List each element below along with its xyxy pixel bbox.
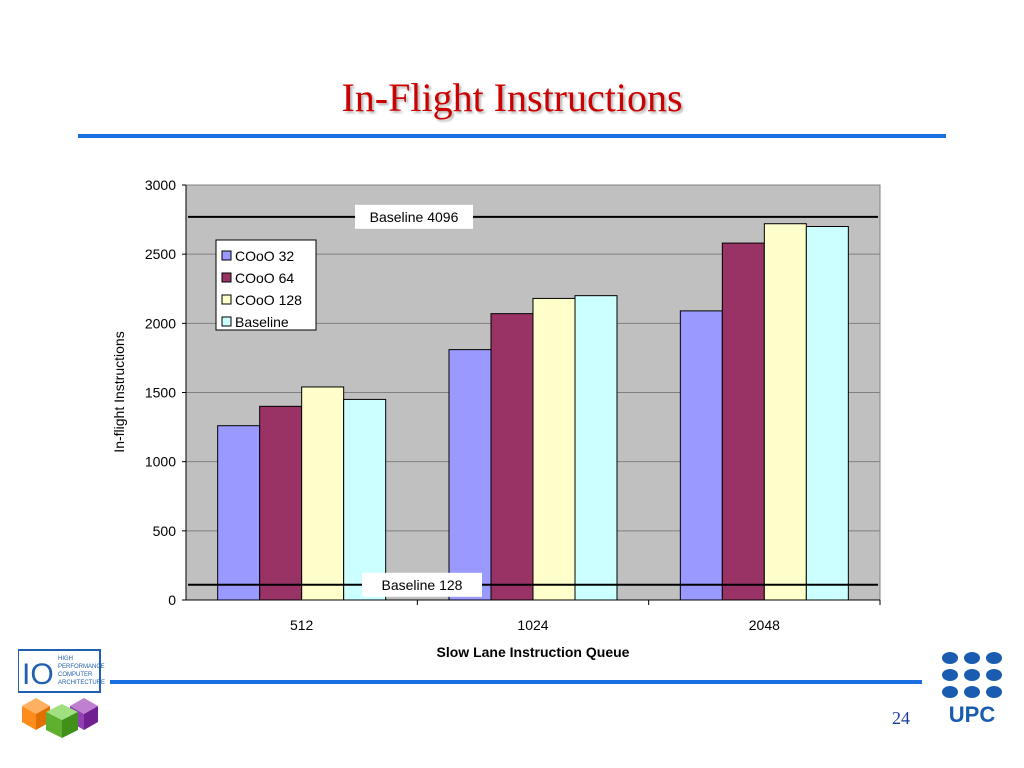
hpc-line-3: COMPUTER [58,672,93,678]
legend-box [215,239,317,331]
x-tick-label: 2048 [749,617,780,633]
x-tick-label: 1024 [517,617,548,633]
y-axis-label: In-flight Instructions [111,331,127,452]
upc-wordmark: UPC [949,702,996,726]
y-tick-label: 2500 [145,246,176,262]
reference-label-box [355,204,473,229]
y-tick-label: 3000 [145,177,176,193]
bar [532,297,576,601]
y-tick-label: 0 [168,592,176,608]
slide-title: In-Flight Instructions [341,75,683,120]
hpc-line-4: ARCHITECTURE [58,680,105,686]
reference-line-label: Baseline 128 [382,577,463,593]
bar [679,310,723,601]
x-tick-label: 512 [290,617,314,633]
reference-label-box [362,572,482,597]
hpc-line-2: PERFORMANCE [58,664,105,670]
legend-label: Baseline [235,314,289,330]
hpc-architecture-logo: IO HIGH PERFORMANCE COMPUTER ARCHITECTUR… [18,649,105,738]
legend-label: COoO 128 [235,292,302,308]
footer-divider [110,680,922,684]
bar [301,386,345,601]
reference-line-label: Baseline 4096 [370,209,459,225]
bar [448,349,492,601]
y-tick-label: 500 [153,523,177,539]
hpc-mark: IO [22,658,54,691]
bar [574,295,618,601]
y-tick-label: 1000 [145,454,176,470]
x-axis-label: Slow Lane Instruction Queue [437,644,630,660]
bar [805,226,849,601]
legend-swatch [221,316,232,327]
hpc-line-1: HIGH [58,656,73,662]
bar [217,425,261,601]
bar [343,398,387,601]
legend-label: COoO 64 [235,270,294,286]
bar [763,223,807,601]
bar [721,242,765,601]
legend: COoO 32 COoO 64 COoO 128 Baseline [215,239,317,331]
bar [490,313,534,601]
legend-swatch [221,250,232,261]
title-divider [78,134,946,138]
y-tick-label: 2000 [145,315,176,331]
bar [259,405,303,601]
legend-swatch [221,294,232,305]
legend-swatch [221,272,232,283]
upc-logo: UPC [942,652,1002,726]
bar-chart: 0 500 1000 1500 2000 2500 3000 512 1024 2048 Bas… [111,177,881,660]
legend-label: COoO 32 [235,248,294,264]
page-number: 24 [892,708,910,728]
y-tick-label: 1500 [145,385,176,401]
